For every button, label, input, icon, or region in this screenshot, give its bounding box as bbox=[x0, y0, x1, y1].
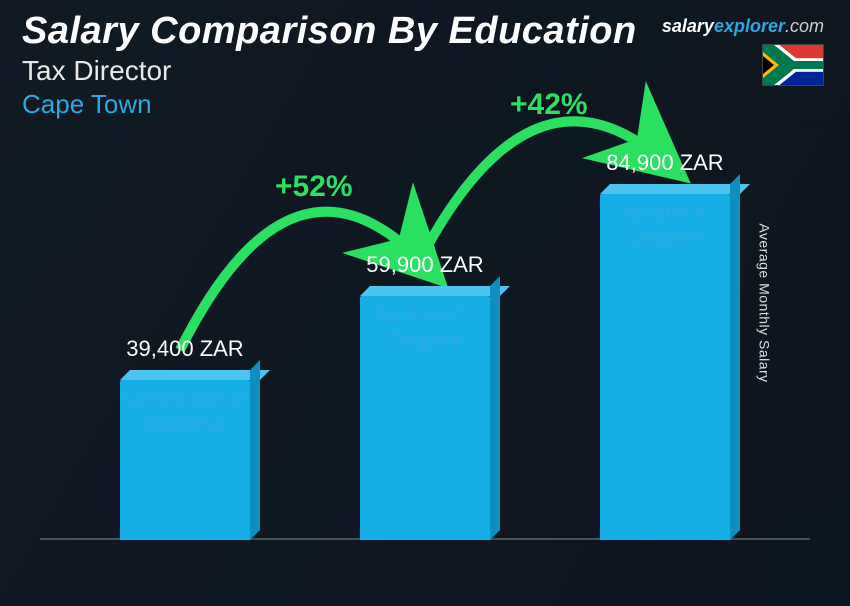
increase-pct-0: +52% bbox=[275, 170, 353, 204]
bar-value-label: 39,400 ZAR bbox=[85, 336, 285, 362]
bar-0: 39,400 ZARCertificate orDiploma bbox=[120, 380, 250, 540]
increase-pct-1: +42% bbox=[510, 88, 588, 122]
bar-value-label: 84,900 ZAR bbox=[565, 150, 765, 176]
bar-category-label: Bachelor'sDegree bbox=[325, 302, 525, 353]
infographic-stage: Salary Comparison By Education Tax Direc… bbox=[0, 0, 850, 606]
bar-2: 84,900 ZARMaster'sDegree bbox=[600, 194, 730, 540]
bar-value-label: 59,900 ZAR bbox=[325, 252, 525, 278]
bar-category-label: Master'sDegree bbox=[565, 200, 765, 251]
bar-category-label: Certificate orDiploma bbox=[85, 386, 285, 437]
bar-1: 59,900 ZARBachelor'sDegree bbox=[360, 296, 490, 540]
bar-chart: 39,400 ZARCertificate orDiploma59,900 ZA… bbox=[0, 0, 850, 606]
